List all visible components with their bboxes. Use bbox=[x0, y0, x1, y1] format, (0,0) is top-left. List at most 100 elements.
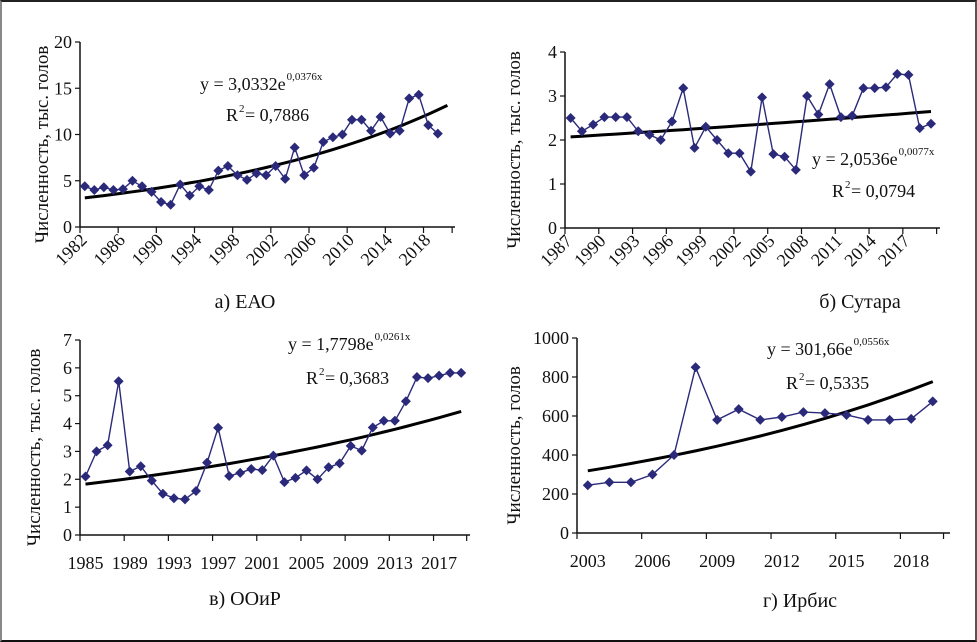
data-point bbox=[841, 410, 852, 421]
data-point bbox=[779, 151, 790, 162]
data-point bbox=[669, 450, 680, 460]
data-point bbox=[863, 414, 874, 425]
x-tick-label: 2014 bbox=[357, 230, 397, 270]
x-tick-label: 2017 bbox=[421, 553, 457, 573]
x-tick-label: 2015 bbox=[829, 551, 865, 571]
data-point bbox=[346, 114, 357, 125]
data-point bbox=[644, 129, 655, 140]
x-tick-label: 1989 bbox=[112, 553, 148, 573]
data-point bbox=[191, 485, 202, 496]
data-point bbox=[113, 376, 124, 387]
y-tick-label: 4 bbox=[548, 42, 557, 62]
data-point bbox=[175, 179, 186, 190]
data-point bbox=[599, 112, 610, 123]
data-point bbox=[327, 132, 338, 143]
data-point bbox=[903, 69, 914, 80]
data-point bbox=[445, 367, 456, 378]
y-tick-label: 5 bbox=[63, 386, 72, 406]
data-point bbox=[389, 415, 400, 426]
data-point bbox=[168, 493, 179, 504]
y-tick-label: 0 bbox=[560, 523, 569, 543]
y-tick-label: 800 bbox=[542, 367, 569, 387]
chart-c: 0 1 2 3 4 5 6 7 1985 1989 1993 1997 2001 2005 2009 2013… bbox=[24, 330, 470, 610]
y-axis-label: Численность, тыс. голов bbox=[32, 46, 53, 244]
y-tick-label: 20 bbox=[54, 32, 72, 52]
x-tick-label: 1997 bbox=[200, 553, 236, 573]
data-point bbox=[582, 480, 593, 491]
data-point bbox=[337, 129, 348, 140]
data-point bbox=[203, 185, 214, 195]
y-tick-label: 1000 bbox=[533, 328, 569, 348]
data-point bbox=[179, 494, 190, 505]
data-point bbox=[400, 396, 411, 407]
data-point bbox=[98, 182, 109, 193]
data-point bbox=[117, 184, 128, 195]
data-point bbox=[202, 457, 213, 468]
y-tick-label: 3 bbox=[548, 86, 557, 106]
x-tick-label: 1986 bbox=[89, 230, 129, 270]
y-tick-label: 1 bbox=[548, 174, 557, 194]
data-point bbox=[108, 185, 119, 195]
x-tick-label: 2006 bbox=[280, 230, 320, 270]
data-point bbox=[456, 367, 467, 378]
data-point bbox=[633, 126, 644, 137]
data-point bbox=[137, 181, 148, 192]
data-point bbox=[301, 465, 312, 476]
x-tick-label: 2013 bbox=[377, 553, 413, 573]
data-point bbox=[261, 170, 272, 181]
data-point bbox=[251, 168, 262, 179]
trend-equation: y = 1,7798e bbox=[288, 334, 374, 354]
x-tick-label: 1993 bbox=[156, 553, 192, 573]
x-tick-label: 1994 bbox=[166, 230, 206, 270]
trend-equation-exponent: 0,0556x bbox=[854, 336, 890, 348]
data-point bbox=[378, 415, 389, 426]
data-point bbox=[824, 79, 835, 90]
data-point bbox=[432, 128, 443, 139]
x-tick-label: 2002 bbox=[705, 231, 745, 271]
r-squared-value: = 0,0794 bbox=[851, 181, 915, 201]
data-point bbox=[576, 126, 587, 137]
chart-caption: а) ЕАО bbox=[215, 291, 276, 313]
data-point bbox=[798, 407, 809, 418]
data-point bbox=[914, 123, 925, 134]
x-tick-label: 1993 bbox=[604, 231, 644, 271]
chart-caption: г) Ирбис bbox=[763, 590, 837, 612]
y-tick-label: 600 bbox=[542, 406, 569, 426]
r-squared: R bbox=[832, 181, 844, 201]
data-point bbox=[666, 116, 677, 127]
r-squared: R bbox=[226, 105, 238, 125]
data-point bbox=[323, 462, 334, 473]
data-point bbox=[621, 112, 632, 123]
data-point bbox=[434, 370, 445, 381]
x-tick-label: 2005 bbox=[288, 553, 324, 573]
data-point bbox=[268, 450, 279, 461]
data-point bbox=[299, 170, 310, 181]
y-tick-label: 15 bbox=[54, 78, 72, 98]
y-tick-label: 400 bbox=[542, 445, 569, 465]
data-point bbox=[925, 118, 936, 129]
x-tick-label: 2003 bbox=[570, 551, 606, 571]
data-point bbox=[241, 174, 252, 185]
trend-line bbox=[570, 110, 932, 139]
r-squared-exponent: 2 bbox=[845, 179, 851, 191]
data-point bbox=[232, 170, 243, 181]
data-point bbox=[647, 469, 658, 480]
data-point bbox=[755, 414, 766, 425]
chart-a: 0 5 10 15 20 19821986199019941998200220062010… bbox=[32, 32, 455, 313]
data-point bbox=[906, 413, 917, 424]
trend-line bbox=[84, 104, 449, 200]
r-squared-value: = 0,5335 bbox=[805, 373, 869, 393]
data-point bbox=[213, 422, 224, 433]
data-point bbox=[565, 113, 576, 123]
chart-caption: б) Сутара bbox=[819, 291, 901, 313]
chart-caption: в) ООиР bbox=[209, 588, 281, 610]
x-tick-label: 2012 bbox=[764, 551, 800, 571]
x-tick-label: 1999 bbox=[671, 231, 711, 271]
data-point bbox=[312, 474, 323, 485]
data-point bbox=[819, 408, 830, 419]
x-tick-label: 1990 bbox=[128, 230, 168, 270]
data-line bbox=[84, 372, 462, 501]
data-point bbox=[394, 125, 405, 136]
x-tick-label: 1990 bbox=[570, 231, 610, 271]
